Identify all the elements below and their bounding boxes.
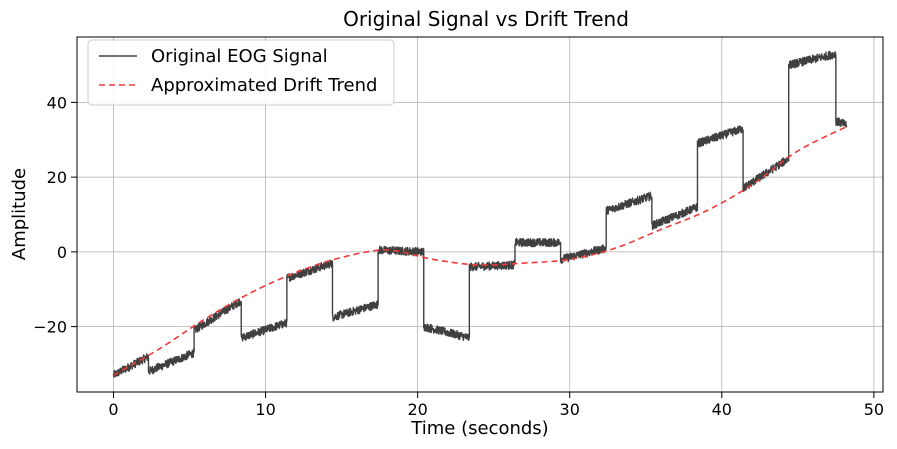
series-layer bbox=[112, 50, 848, 378]
x-tick-label: 0 bbox=[108, 400, 118, 419]
legend-label-drift: Approximated Drift Trend bbox=[151, 75, 377, 96]
chart-title: Original Signal vs Drift Trend bbox=[343, 7, 629, 31]
legend: Original EOG Signal Approximated Drift T… bbox=[87, 39, 395, 106]
tick-layer: 0 10 20 30 40 50 −20 0 20 40 bbox=[33, 93, 884, 419]
x-tick-label: 40 bbox=[712, 400, 732, 419]
grid-layer bbox=[77, 37, 883, 392]
y-tick-label: 20 bbox=[47, 168, 67, 187]
y-axis-label: Amplitude bbox=[9, 168, 30, 260]
series-line-original-eog-signal bbox=[112, 50, 848, 378]
x-tick-label: 30 bbox=[560, 400, 580, 419]
x-axis-label: Time (seconds) bbox=[410, 418, 548, 439]
legend-label-original: Original EOG Signal bbox=[151, 46, 328, 67]
legend-box bbox=[87, 39, 395, 106]
x-tick-label: 20 bbox=[407, 400, 427, 419]
plot-frame bbox=[76, 36, 884, 393]
series-line-approximated-drift-trend bbox=[113, 125, 847, 376]
y-tick-label: −20 bbox=[33, 318, 67, 337]
x-tick-label: 50 bbox=[864, 400, 884, 419]
y-tick-label: 0 bbox=[57, 243, 67, 262]
y-tick-label: 40 bbox=[47, 93, 67, 112]
x-tick-label: 10 bbox=[255, 400, 275, 419]
